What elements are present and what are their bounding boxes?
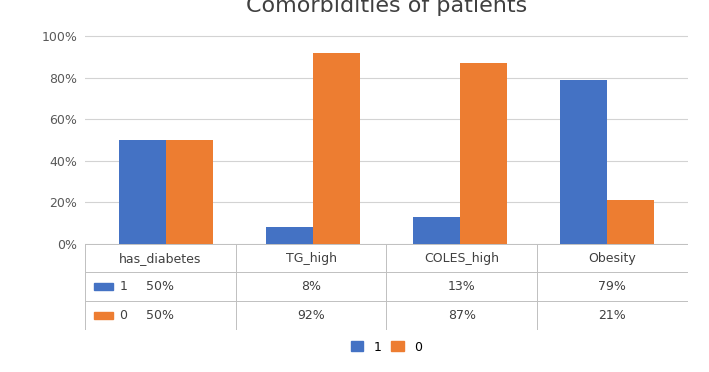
Bar (166, 140, 213, 244)
Bar (94, 283, 113, 290)
Text: 21%: 21% (598, 309, 626, 322)
Bar (413, 217, 460, 244)
Text: TG_high: TG_high (286, 252, 337, 265)
Bar (560, 80, 607, 244)
Text: 0: 0 (119, 309, 127, 322)
Title: Comorbidities of patients: Comorbidities of patients (246, 0, 527, 16)
Text: 79%: 79% (598, 280, 626, 293)
Text: 50%: 50% (147, 309, 174, 322)
Bar (94, 312, 113, 319)
Bar (607, 201, 654, 244)
Text: 92%: 92% (297, 309, 325, 322)
Bar (119, 140, 166, 244)
Text: has_diabetes: has_diabetes (119, 252, 201, 265)
Bar (460, 63, 507, 244)
Text: 1: 1 (119, 280, 127, 293)
Text: 50%: 50% (147, 280, 174, 293)
Legend: 1, 0: 1, 0 (347, 337, 425, 357)
Text: Obesity: Obesity (588, 252, 636, 265)
Text: 13%: 13% (448, 280, 476, 293)
Bar (313, 53, 360, 244)
Text: 87%: 87% (448, 309, 476, 322)
Text: 8%: 8% (301, 280, 321, 293)
Text: COLES_high: COLES_high (424, 252, 499, 265)
Bar (266, 227, 313, 244)
